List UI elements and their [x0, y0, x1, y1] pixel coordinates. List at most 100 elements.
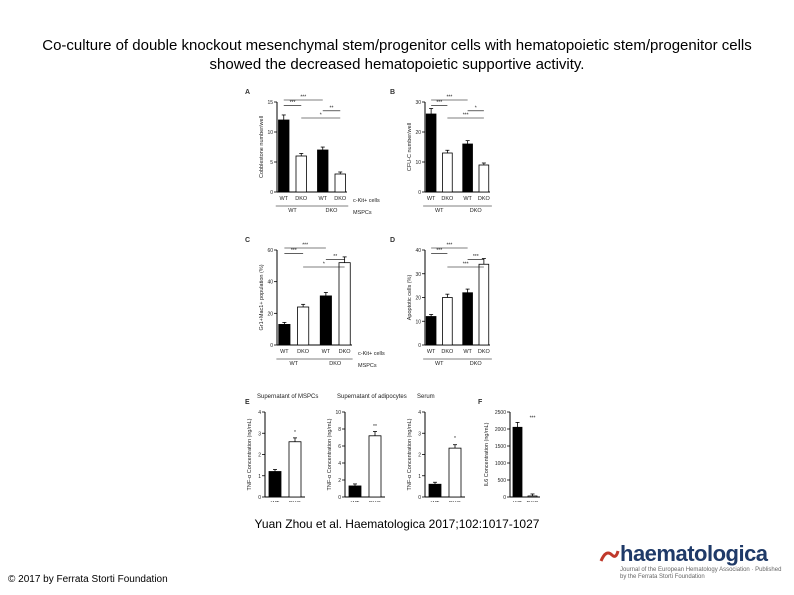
- significance-label: ***: [291, 248, 297, 254]
- bar: [334, 173, 346, 193]
- y-axis-label: IL6 Concentration (ng/mL): [484, 422, 490, 486]
- significance-label: *: [454, 436, 456, 442]
- panel-letter: C: [245, 237, 250, 244]
- group-label: WT: [288, 208, 297, 214]
- significance-label: ***: [446, 95, 452, 101]
- significance-label: *: [323, 262, 325, 268]
- bar: [442, 152, 453, 193]
- bar: [295, 155, 307, 193]
- group-label: WT: [435, 208, 444, 214]
- y-tick-label: 0: [418, 495, 421, 501]
- y-tick-label: 10: [415, 160, 421, 166]
- y-axis-label: TNF-α Concentration (ng/mL): [247, 418, 253, 490]
- significance-label: ***: [463, 113, 469, 119]
- y-tick-label: 2500: [495, 410, 506, 416]
- x-tick-label: WT: [318, 196, 327, 202]
- significance-label: **: [373, 424, 377, 430]
- y-tick-label: 0: [418, 343, 421, 349]
- y-tick-label: 1: [258, 474, 261, 480]
- bar: [442, 297, 453, 346]
- y-tick-label: 2: [418, 453, 421, 459]
- significance-label: ***: [300, 95, 306, 101]
- y-tick-label: 8: [338, 427, 341, 433]
- y-axis-label: Gr1+Mac1+ population (%): [259, 264, 265, 330]
- y-tick-label: 4: [418, 410, 421, 416]
- panel-subtitle: Serum: [417, 394, 435, 400]
- y-tick-label: 6: [338, 444, 341, 450]
- y-tick-label: 2: [338, 478, 341, 484]
- row-label-ckit: c-Kit+ cells: [353, 198, 380, 204]
- y-axis-label: CFU-C number/well: [407, 123, 413, 171]
- x-tick-label: WT: [513, 501, 522, 502]
- bar: [462, 292, 473, 346]
- panel-subtitle: Supernatant of MSPCs: [257, 394, 318, 400]
- x-tick-label: DKO: [289, 501, 302, 502]
- y-axis-label: TNF-α Concentration (ng/mL): [407, 418, 413, 490]
- bar: [288, 441, 302, 498]
- significance-label: ***: [436, 100, 442, 106]
- significance-label: *: [320, 113, 322, 119]
- y-axis-label: TNF-α Concentration (ng/mL): [327, 418, 333, 490]
- significance-label: ***: [446, 243, 452, 249]
- group-label: DKO: [470, 361, 483, 367]
- x-tick-label: WT: [280, 349, 289, 355]
- bar: [368, 435, 382, 498]
- citation: Yuan Zhou et al. Haematologica 2017;102:…: [254, 517, 540, 531]
- group-label: DKO: [326, 208, 339, 214]
- x-tick-label: WT: [279, 196, 288, 202]
- y-tick-label: 10: [335, 410, 341, 416]
- y-tick-label: 10: [267, 130, 273, 136]
- group-label: DKO: [329, 361, 342, 367]
- y-tick-label: 3: [418, 431, 421, 437]
- x-tick-label: WT: [463, 196, 472, 202]
- logo-tagline: Journal of the European Hematology Assoc…: [620, 567, 782, 580]
- group-label: WT: [435, 361, 444, 367]
- y-tick-label: 2000: [495, 427, 506, 433]
- bar: [317, 149, 329, 193]
- x-tick-label: WT: [427, 196, 436, 202]
- y-tick-label: 4: [258, 410, 261, 416]
- group-label: WT: [289, 361, 298, 367]
- row-label-ckit: c-Kit+ cells: [358, 351, 385, 357]
- x-tick-label: DKO: [369, 501, 382, 502]
- x-tick-label: DKO: [527, 501, 540, 502]
- bar: [348, 485, 362, 498]
- x-tick-label: WT: [271, 501, 280, 502]
- bar: [268, 471, 282, 498]
- y-tick-label: 60: [267, 248, 273, 254]
- x-tick-label: DKO: [297, 349, 310, 355]
- journal-logo: haematologica Journal of the European He…: [598, 541, 788, 581]
- bar: [512, 426, 523, 498]
- y-tick-label: 5: [270, 160, 273, 166]
- panel-subtitle: Supernatant of adipocytes: [337, 394, 407, 400]
- x-tick-label: DKO: [339, 349, 352, 355]
- x-tick-label: WT: [322, 349, 331, 355]
- x-tick-label: DKO: [449, 501, 462, 502]
- bar: [478, 263, 490, 346]
- significance-label: **: [330, 105, 334, 111]
- y-tick-label: 0: [338, 495, 341, 501]
- bar: [462, 143, 473, 193]
- x-tick-label: DKO: [295, 196, 308, 202]
- y-tick-label: 20: [415, 296, 421, 302]
- significance-label: ***: [473, 254, 479, 260]
- significance-label: ***: [290, 100, 296, 106]
- slide-title: Co-culture of double knockout mesenchyma…: [42, 37, 752, 73]
- bar: [297, 306, 310, 346]
- x-tick-label: DKO: [441, 349, 454, 355]
- panel-letter: F: [478, 399, 483, 406]
- x-tick-label: DKO: [334, 196, 347, 202]
- y-tick-label: 1000: [495, 461, 506, 467]
- copyright: © 2017 by Ferrata Storti Foundation: [8, 574, 168, 585]
- significance-label: *: [294, 430, 296, 436]
- significance-label: ***: [302, 243, 308, 249]
- bar: [527, 495, 538, 498]
- y-tick-label: 40: [267, 280, 273, 286]
- x-tick-label: WT: [427, 349, 436, 355]
- y-tick-label: 2: [258, 453, 261, 459]
- y-tick-label: 0: [270, 343, 273, 349]
- row-label-mspcs: MSPCs: [353, 210, 372, 216]
- significance-label: ***: [463, 262, 469, 268]
- y-tick-label: 0: [503, 495, 506, 501]
